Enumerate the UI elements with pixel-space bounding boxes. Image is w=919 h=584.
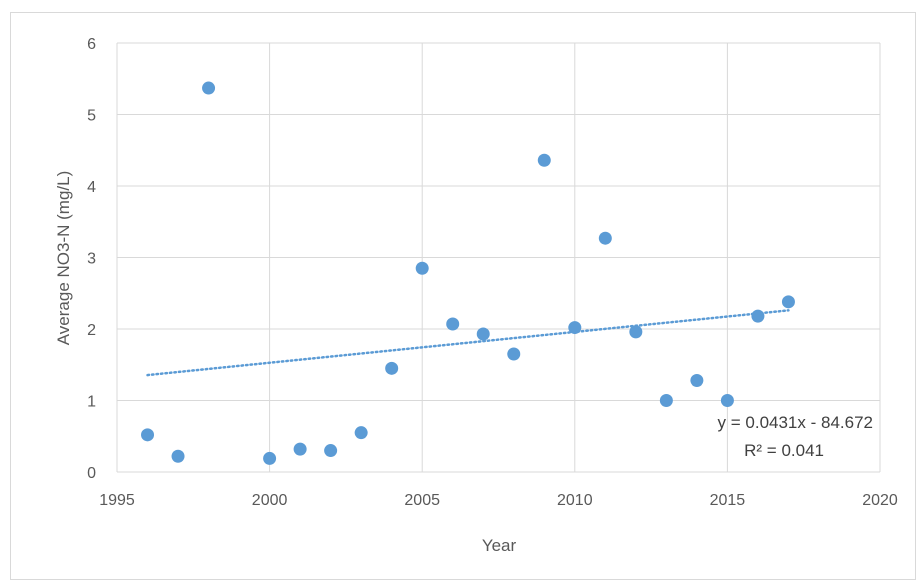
trendline-layer [146,309,790,377]
data-point [293,442,307,456]
y-axis-title: Average NO3-N (mg/L) [54,171,73,345]
y-tick-label: 2 [87,322,96,339]
x-tick-label: 2005 [404,492,440,509]
x-tick-label: 2015 [710,492,746,509]
data-point [202,81,216,95]
data-point [141,428,155,442]
data-point [476,327,490,341]
data-point [690,373,704,387]
data-point [507,347,521,361]
data-point [659,394,673,407]
trendline-equation: y = 0.0431x - 84.672 [718,413,873,432]
data-point [720,394,734,407]
x-tick-label: 2020 [862,492,898,509]
data-point [354,426,368,440]
trendline [146,309,790,377]
data-point [415,261,429,275]
y-tick-label: 5 [87,108,96,125]
y-tick-label: 6 [87,36,96,53]
trendline-r-squared: R² = 0.041 [744,441,824,460]
data-point [751,309,765,323]
data-points [141,81,795,465]
gridlines [116,42,881,473]
data-point [385,361,399,375]
y-tick-label: 4 [87,179,96,196]
chart-area [10,12,916,580]
x-tick-label: 2000 [252,492,288,509]
x-tick-label: 1995 [99,492,135,509]
y-tick-label: 0 [87,465,96,482]
y-tick-label: 3 [87,251,96,268]
y-tick-label: 1 [87,394,96,411]
data-point [324,444,338,458]
data-point [629,325,643,339]
data-point [598,231,612,245]
data-point [781,295,795,309]
data-point [537,153,551,167]
data-point [263,451,277,465]
x-tick-labels: 1995 2000 2005 2010 2015 2020 [99,492,898,509]
data-point [171,449,185,463]
data-point [568,321,582,335]
y-tick-labels: 0 1 2 3 4 5 6 [87,36,96,482]
x-tick-label: 2010 [557,492,593,509]
x-axis-title: Year [482,536,517,555]
data-point [446,317,460,331]
